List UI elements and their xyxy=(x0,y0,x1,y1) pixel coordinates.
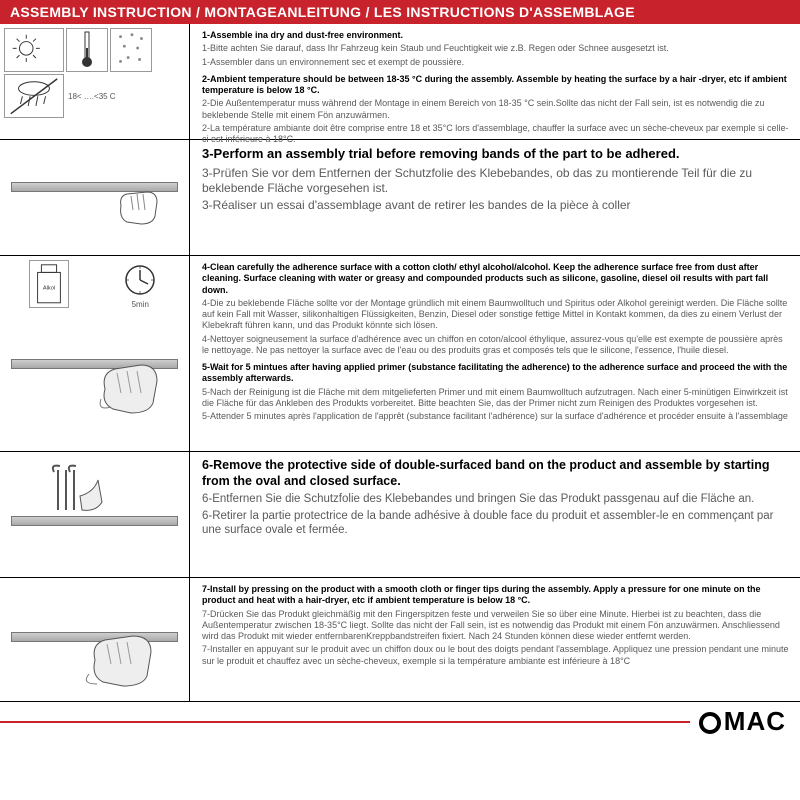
pressing-hand-icon xyxy=(85,630,161,690)
step5-de: 5-Nach der Reinigung ist die Fläche mit … xyxy=(202,387,790,410)
step7-fr: 7-Installer en appuyant sur le produit a… xyxy=(202,644,790,667)
step3-fr: 3-Réaliser un essai d'assemblage avant d… xyxy=(202,198,790,213)
step3-de: 3-Prüfen Sie vor dem Entfernen der Schut… xyxy=(202,166,790,196)
alcohol-bottle-icon: Alkol xyxy=(29,260,69,308)
step-text-3: 4-Clean carefully the adherence surface … xyxy=(190,256,800,451)
step-row-1: 18< ….<35 C 1-Assemble ina dry and dust-… xyxy=(0,24,800,140)
illustration-4 xyxy=(0,452,190,577)
step-text-4: 6-Remove the protective side of double-s… xyxy=(190,452,800,577)
header-title: ASSEMBLY INSTRUCTION / MONTAGEANLEITUNG … xyxy=(10,4,635,20)
step5-bold: 5-Wait for 5 mintues after having applie… xyxy=(202,362,790,385)
step-row-5: 7-Install by pressing on the product wit… xyxy=(0,578,800,702)
step2-bold: 2-Ambient temperature should be between … xyxy=(202,74,790,97)
illustration-1: 18< ….<35 C xyxy=(0,24,190,139)
hand-icon xyxy=(117,186,161,226)
header-bar: ASSEMBLY INSTRUCTION / MONTAGEANLEITUNG … xyxy=(0,0,800,24)
no-rain-icon xyxy=(4,74,64,118)
step6-bold: 6-Remove the protective side of double-s… xyxy=(202,458,790,489)
step-text-5: 7-Install by pressing on the product wit… xyxy=(190,578,800,701)
step4-de: 4-Die zu beklebende Fläche sollte vor de… xyxy=(202,298,790,332)
timer-label: 5min xyxy=(120,300,160,309)
step1-bold: 1-Assemble ina dry and dust-free environ… xyxy=(202,30,790,41)
illustration-3: Alkol 5min xyxy=(0,256,190,451)
assembly-instruction-sheet: ASSEMBLY INSTRUCTION / MONTAGEANLEITUNG … xyxy=(0,0,800,800)
step6-de: 6-Entfernen Sie die Schutzfolie des Kleb… xyxy=(202,492,790,506)
step3-bold: 3-Perform an assembly trial before remov… xyxy=(202,146,790,162)
logo-text: MAC xyxy=(724,706,786,737)
temperature-range-label: 18< ….<35 C xyxy=(68,92,116,101)
logo-ring-icon xyxy=(699,712,721,734)
footer-accent-line xyxy=(0,721,690,723)
thermometer-icon xyxy=(66,28,108,72)
step1-de: 1-Bitte achten Sie darauf, dass Ihr Fahr… xyxy=(202,43,790,54)
step-text-1: 1-Assemble ina dry and dust-free environ… xyxy=(190,24,800,139)
snow-icon xyxy=(110,28,152,72)
step4-fr: 4-Nettoyer soigneusement la surface d'ad… xyxy=(202,334,790,357)
step7-bold: 7-Install by pressing on the product wit… xyxy=(202,584,790,607)
illustration-5 xyxy=(0,578,190,701)
clock-icon: 5min xyxy=(120,260,160,309)
step-row-2: 3-Perform an assembly trial before remov… xyxy=(0,140,800,256)
step-row-4: 6-Remove the protective side of double-s… xyxy=(0,452,800,578)
omac-logo: MAC xyxy=(698,706,786,737)
step5-fr: 5-Attender 5 minutes après l'application… xyxy=(202,411,790,422)
step1-fr: 1-Assembler dans un environnement sec et… xyxy=(202,57,790,68)
peeling-tape-icon xyxy=(38,462,108,518)
svg-text:Alkol: Alkol xyxy=(43,285,55,291)
step-text-2: 3-Perform an assembly trial before remov… xyxy=(190,140,800,255)
step-row-3: Alkol 5min 4-Clean carefully the adheren… xyxy=(0,256,800,452)
step4-bold: 4-Clean carefully the adherence surface … xyxy=(202,262,790,296)
step6-fr: 6-Retirer la partie protectrice de la ba… xyxy=(202,509,790,538)
wiping-hand-icon xyxy=(97,361,167,417)
step2-de: 2-Die Außentemperatur muss während der M… xyxy=(202,98,790,121)
illustration-2 xyxy=(0,140,190,255)
step7-de: 7-Drücken Sie das Produkt gleichmäßig mi… xyxy=(202,609,790,643)
footer: MAC xyxy=(0,702,800,743)
sun-icon xyxy=(4,28,64,72)
